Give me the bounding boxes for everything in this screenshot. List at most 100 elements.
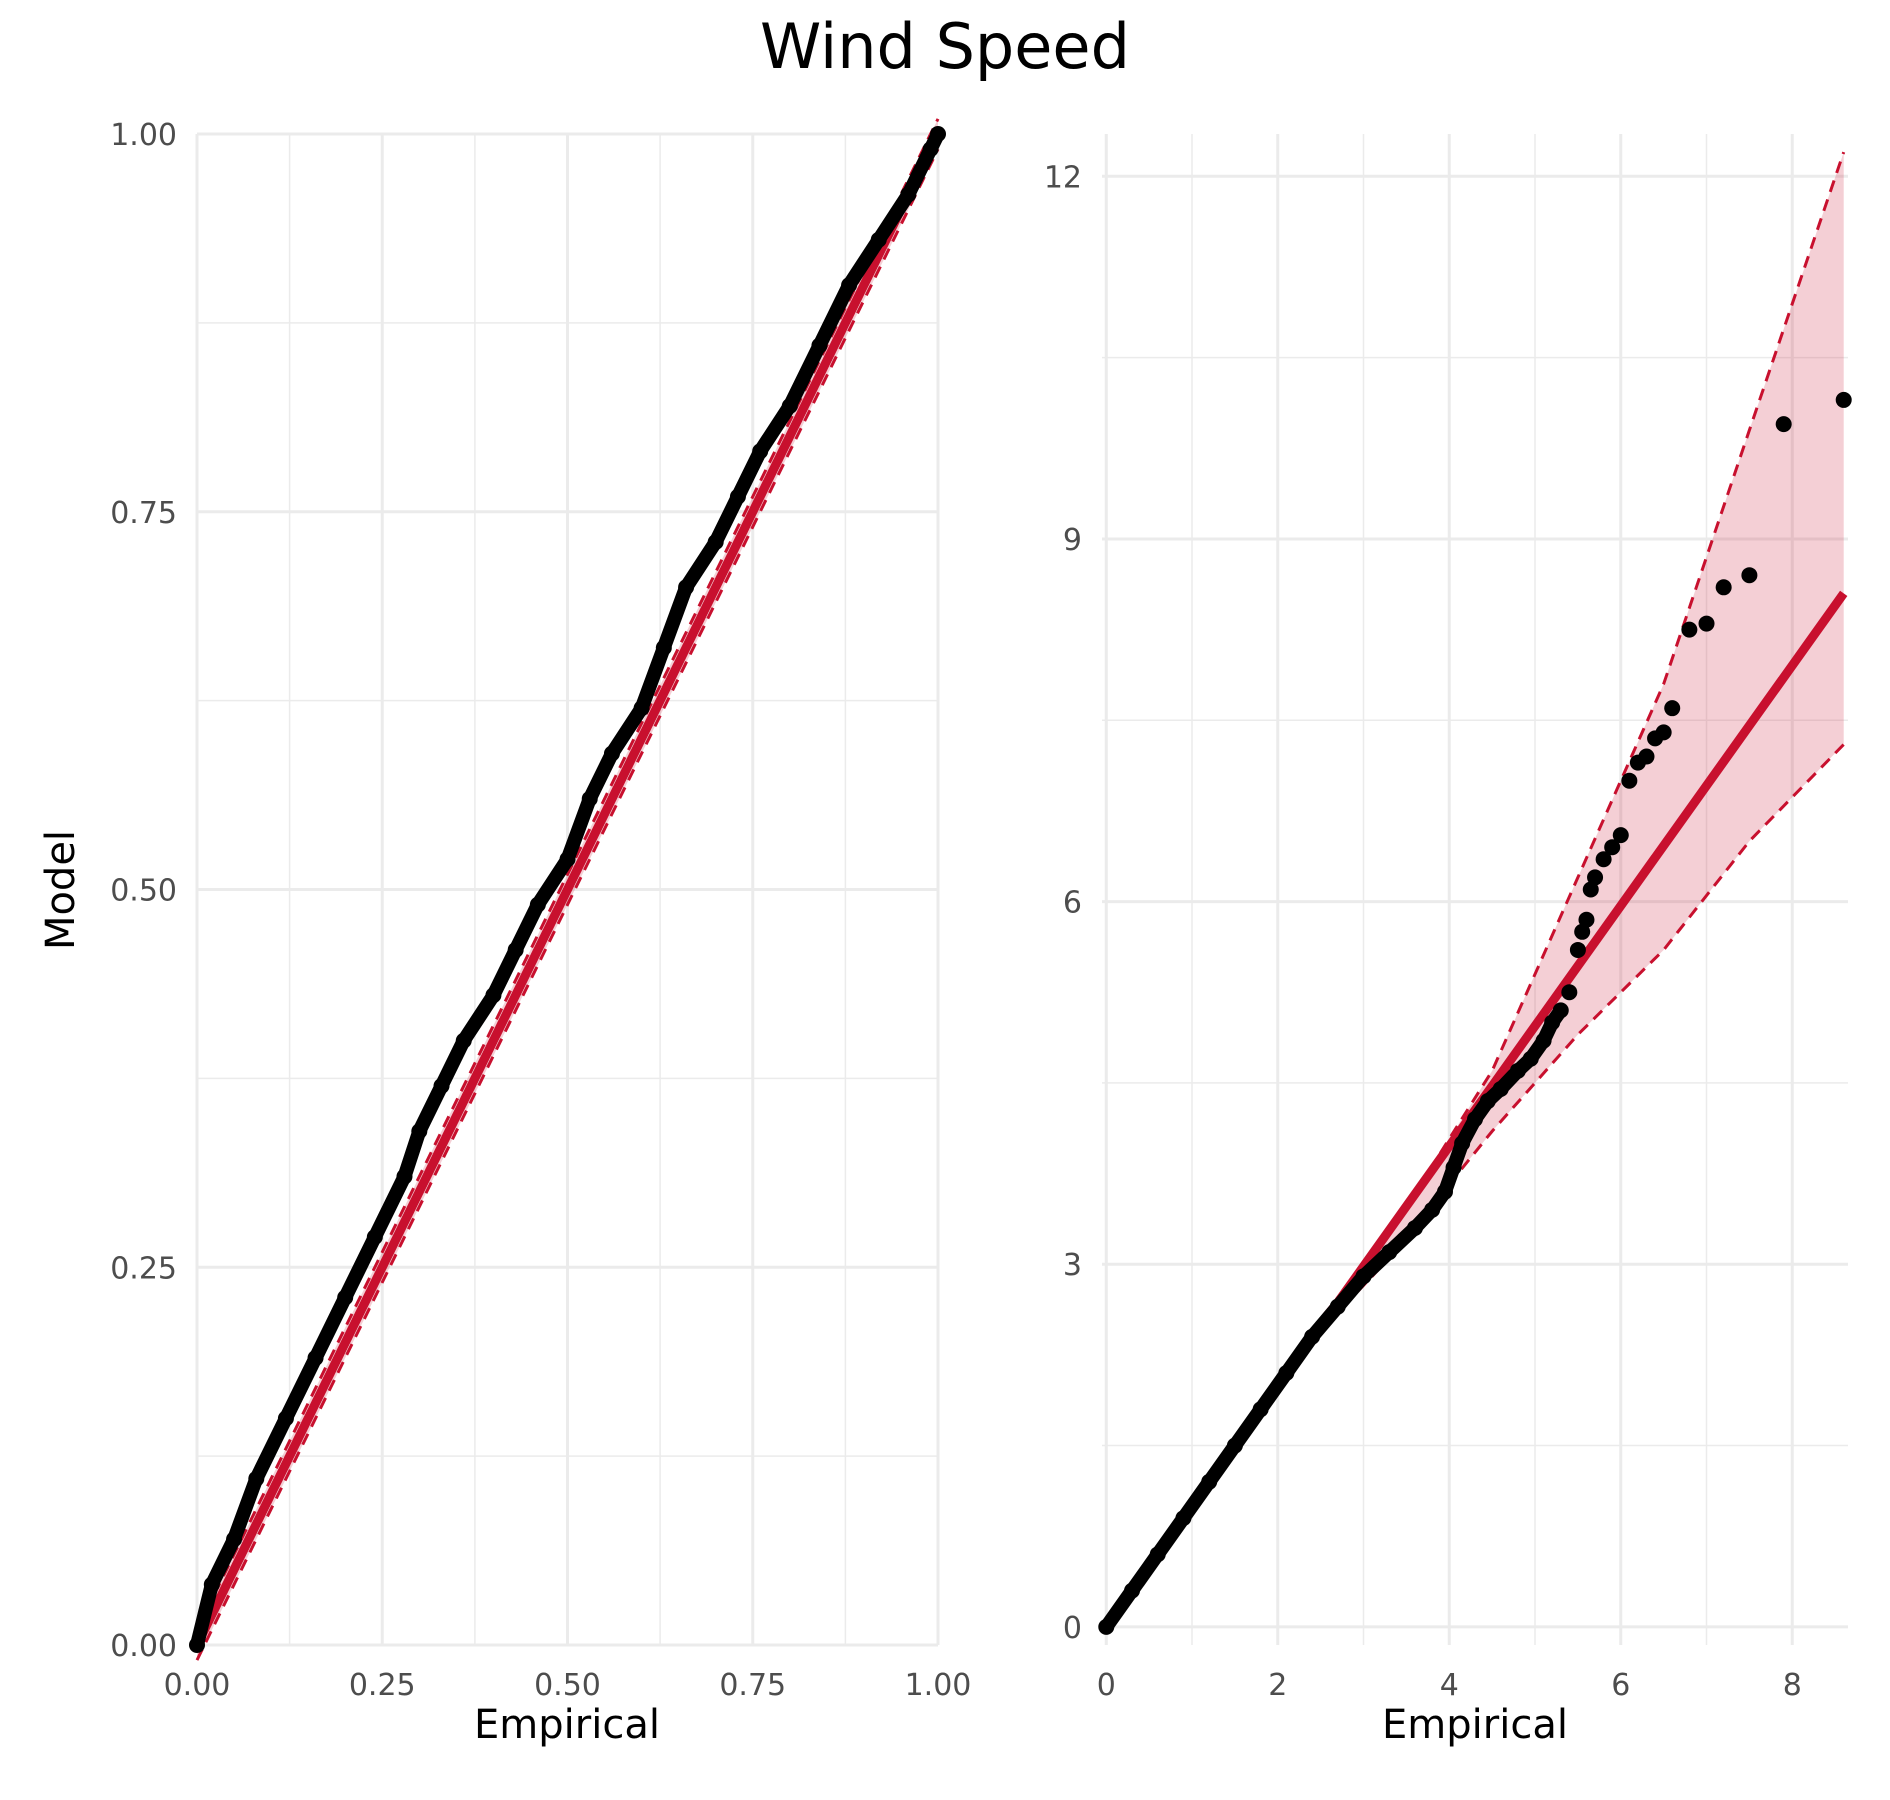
- panel-1-data-point: [455, 1032, 472, 1049]
- panel-2-data-point: [1454, 1135, 1471, 1152]
- panel-2-data-point: [1604, 839, 1621, 856]
- panel-1-band-lower-dashed: [195, 148, 940, 1661]
- panel-2-data-point: [1098, 1618, 1115, 1635]
- panel-2-data-point: [1479, 1093, 1496, 1110]
- panel-1-y-tick-label: 0.25: [110, 1251, 177, 1286]
- panel-2-data-point: [1561, 984, 1578, 1001]
- panel-2-data-point: [1522, 1050, 1539, 1067]
- panel-2-data-point: [1509, 1062, 1526, 1079]
- panel-1-y-tick-label: 0.75: [110, 496, 177, 531]
- panel-1-data-point: [841, 277, 858, 294]
- panel-2-data-point: [1355, 1268, 1372, 1285]
- panel-1-data-point: [811, 337, 828, 354]
- panel-2-data-point: [1835, 391, 1852, 408]
- panel-1-empirical-vs-model-probability: 0.00 0.25 0.50 0.75 1.00 0.00 0.25 0.50 0.75 1.00: [110, 118, 971, 1703]
- panel-2-x-tick-label: 0: [1097, 1668, 1116, 1703]
- panel-2-data-point: [1621, 772, 1638, 789]
- panel-1-data-point: [507, 941, 524, 958]
- panel-2-x-tick-label: 8: [1783, 1668, 1802, 1703]
- panel-2-data-point: [1664, 700, 1681, 717]
- panel-2-data-point: [1406, 1219, 1423, 1236]
- panel-2-data-point: [1329, 1298, 1346, 1315]
- panel-1-data-point: [752, 443, 769, 460]
- panel-2-data-point: [1381, 1244, 1398, 1261]
- panel-2-data-point: [1587, 869, 1604, 886]
- panel-1-data-point: [396, 1168, 413, 1185]
- panel-2-data-point: [1715, 579, 1732, 596]
- panel-2-y-tick-label: 6: [1063, 886, 1082, 921]
- panel-2-data-point: [1544, 1014, 1561, 1031]
- panel-2-data-point: [1595, 851, 1612, 868]
- panel-1-data-point: [603, 745, 620, 762]
- panel-1-data-point: [411, 1123, 428, 1140]
- panel-2-x-tick-label: 6: [1611, 1668, 1630, 1703]
- panel-2-data-point: [1574, 923, 1591, 940]
- panel-2-data-point: [1149, 1546, 1166, 1563]
- panel-1-data-point: [655, 639, 672, 656]
- panel-1-data-point: [729, 488, 746, 505]
- panel-2-data-point: [1552, 1002, 1569, 1019]
- panel-2-data-point: [1278, 1365, 1295, 1382]
- panel-2-data-point: [1436, 1183, 1453, 1200]
- panel-2-data-point: [1226, 1437, 1243, 1454]
- panel-2-data-point: [1535, 1032, 1552, 1049]
- panel-2-data-point: [1304, 1328, 1321, 1345]
- panel-1-data-point: [337, 1289, 354, 1306]
- panel-1-data-point: [930, 126, 946, 142]
- panel-2-data-point: [1569, 941, 1586, 958]
- panel-1-data-point: [633, 700, 650, 717]
- panel-2-data-point: [1698, 615, 1715, 632]
- panel-2-y-tick-label: 9: [1063, 523, 1082, 558]
- panel-2-data-point: [1492, 1080, 1509, 1097]
- panel-2-y-tick-label: 0: [1063, 1611, 1082, 1646]
- panel-1-data-point: [248, 1470, 265, 1487]
- panel-1-data-point: [433, 1077, 450, 1094]
- panel-2-data-point: [1582, 881, 1599, 898]
- panel-2-x-tick-label: 4: [1440, 1668, 1459, 1703]
- panel-2-y-tick-label: 12: [1044, 160, 1082, 195]
- panel-2-data-point: [1655, 724, 1672, 741]
- panel-1-y-tick-label: 0.50: [110, 874, 177, 909]
- panel-1-x-tick-label: 1.00: [905, 1668, 972, 1703]
- panel-1-data-point: [678, 579, 695, 596]
- panel-1-data-point: [581, 790, 598, 807]
- panel-2-data-point: [1612, 827, 1629, 844]
- panel-2-data-point: [1201, 1473, 1218, 1490]
- panel-1-data-point: [870, 231, 887, 248]
- panel-1-data-point: [485, 987, 502, 1004]
- panel-2-data-point: [1741, 567, 1758, 584]
- panel-2-data-point: [1175, 1510, 1192, 1527]
- panel-2-x-tick-label: 2: [1268, 1668, 1287, 1703]
- panel-1-x-tick-label: 0.50: [534, 1668, 601, 1703]
- panel-1-data-point: [307, 1349, 324, 1366]
- panel-1-data-point: [529, 896, 546, 913]
- panel-1-data-point: [203, 1576, 220, 1593]
- panel-1-xlabel: Empirical: [474, 1702, 660, 1748]
- panel-2-xlabel: Empirical: [1382, 1702, 1568, 1748]
- panel-2-data-point: [1424, 1201, 1441, 1218]
- panel-1-data-point: [366, 1229, 383, 1246]
- panel-1-ylabel: Model: [38, 830, 84, 950]
- panel-2-band-lower-dashed: [1105, 743, 1845, 1628]
- panel-2-data-point: [1445, 1159, 1462, 1176]
- panel-2-data-point: [1681, 621, 1698, 638]
- panel-2-empirical-vs-model-quantile: 0 2 4 6 8 0 3 6 9 12: [1044, 134, 1852, 1703]
- panel-1-x-tick-label: 0.25: [349, 1668, 416, 1703]
- panel-2-confidence-band: [1106, 152, 1844, 1627]
- panel-2-data-point: [1124, 1582, 1141, 1599]
- panel-2-data-point: [1578, 911, 1595, 928]
- panel-1-data-point: [277, 1410, 294, 1427]
- panel-2-data-point: [1775, 416, 1792, 433]
- panel-1-x-tick-label: 0.75: [719, 1668, 786, 1703]
- panel-1-data-point: [226, 1531, 243, 1548]
- panel-1-data-point: [707, 533, 724, 550]
- panel-1-x-tick-label: 0.00: [164, 1668, 231, 1703]
- panel-1-data-point: [922, 141, 939, 158]
- panel-1-data-point: [900, 186, 917, 203]
- panel-1-data-point: [189, 1637, 205, 1653]
- panel-2-band-upper-dashed: [1105, 151, 1846, 1628]
- figure-title: Wind Speed: [760, 10, 1130, 83]
- panel-1-data-point: [559, 851, 576, 868]
- panel-1-data-point: [781, 397, 798, 414]
